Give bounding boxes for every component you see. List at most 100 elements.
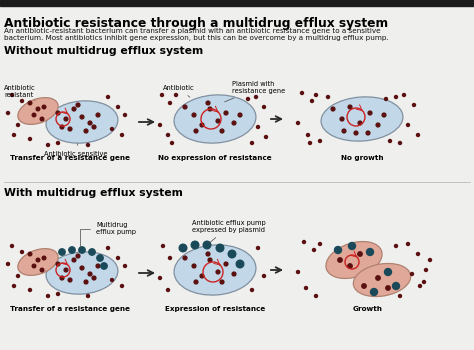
Circle shape	[88, 121, 92, 125]
Circle shape	[96, 113, 100, 117]
Circle shape	[60, 125, 64, 129]
Circle shape	[17, 274, 19, 278]
Circle shape	[191, 241, 199, 249]
Circle shape	[386, 286, 390, 290]
Ellipse shape	[46, 252, 118, 294]
Circle shape	[407, 124, 410, 126]
Circle shape	[28, 138, 31, 140]
Text: Growth: Growth	[353, 306, 383, 312]
Circle shape	[183, 256, 187, 260]
Circle shape	[107, 246, 109, 250]
Ellipse shape	[321, 97, 403, 141]
Circle shape	[354, 131, 358, 135]
Circle shape	[250, 288, 254, 292]
Text: No growth: No growth	[341, 155, 383, 161]
Circle shape	[124, 265, 127, 267]
Circle shape	[256, 126, 259, 128]
Circle shape	[166, 133, 170, 136]
Ellipse shape	[326, 241, 382, 279]
Circle shape	[220, 280, 224, 284]
Circle shape	[301, 91, 303, 95]
Circle shape	[338, 258, 342, 262]
Circle shape	[263, 105, 265, 108]
Text: Multidrug
efflux pump: Multidrug efflux pump	[80, 222, 136, 247]
Circle shape	[331, 107, 335, 111]
Circle shape	[32, 264, 36, 268]
Circle shape	[76, 103, 80, 107]
Circle shape	[342, 129, 346, 133]
Circle shape	[319, 243, 321, 245]
Circle shape	[366, 131, 370, 135]
Circle shape	[382, 113, 386, 117]
Circle shape	[366, 248, 374, 256]
Circle shape	[206, 252, 210, 256]
Circle shape	[368, 111, 372, 115]
Circle shape	[84, 280, 88, 284]
Circle shape	[36, 258, 40, 262]
Circle shape	[89, 249, 95, 255]
Circle shape	[68, 127, 72, 131]
Circle shape	[407, 243, 410, 245]
Circle shape	[101, 263, 107, 269]
Circle shape	[297, 271, 300, 273]
Circle shape	[92, 125, 96, 129]
Circle shape	[236, 260, 244, 268]
Text: No expression of resistance: No expression of resistance	[158, 155, 272, 161]
Circle shape	[194, 280, 198, 284]
Circle shape	[80, 266, 84, 270]
Text: Expression of resistance: Expression of resistance	[165, 306, 265, 312]
Circle shape	[310, 99, 313, 103]
Circle shape	[216, 119, 220, 123]
Circle shape	[7, 262, 9, 266]
Circle shape	[238, 113, 242, 117]
Circle shape	[56, 111, 60, 115]
Circle shape	[417, 252, 419, 256]
Circle shape	[327, 96, 329, 98]
Circle shape	[117, 257, 119, 259]
Text: Transfer of a resistance gene: Transfer of a resistance gene	[10, 306, 130, 312]
Circle shape	[42, 105, 46, 109]
Circle shape	[220, 129, 224, 133]
Circle shape	[309, 141, 311, 145]
Circle shape	[410, 273, 413, 275]
Circle shape	[168, 257, 172, 259]
Circle shape	[419, 285, 421, 287]
Circle shape	[319, 140, 321, 142]
Circle shape	[263, 274, 265, 278]
Ellipse shape	[174, 95, 256, 143]
Circle shape	[340, 117, 344, 121]
Circle shape	[304, 287, 308, 289]
Circle shape	[179, 244, 187, 252]
Circle shape	[192, 264, 196, 268]
Circle shape	[117, 105, 119, 108]
Text: bacterium. Most antibiotics inhibit gene expression, but this can be overcome by: bacterium. Most antibiotics inhibit gene…	[4, 35, 389, 41]
Circle shape	[335, 246, 341, 253]
Circle shape	[302, 240, 306, 244]
Circle shape	[28, 101, 32, 105]
Circle shape	[20, 251, 24, 253]
Circle shape	[399, 294, 401, 297]
Circle shape	[69, 247, 75, 253]
Circle shape	[68, 278, 72, 282]
Circle shape	[171, 141, 173, 145]
Circle shape	[168, 102, 172, 105]
Circle shape	[56, 262, 60, 266]
Text: Antibiotic: Antibiotic	[163, 85, 195, 97]
Text: With multidrug efflux system: With multidrug efflux system	[4, 188, 183, 198]
Text: Antibiotic resistance through a multidrug efflux system: Antibiotic resistance through a multidru…	[4, 17, 388, 30]
Circle shape	[120, 133, 124, 136]
Circle shape	[362, 284, 366, 288]
Circle shape	[228, 250, 236, 258]
Circle shape	[107, 96, 109, 98]
Text: Without multidrug efflux system: Without multidrug efflux system	[4, 46, 203, 56]
Circle shape	[264, 135, 267, 139]
Circle shape	[20, 99, 24, 103]
Circle shape	[428, 259, 431, 261]
Circle shape	[92, 276, 96, 280]
Circle shape	[399, 141, 401, 145]
Circle shape	[84, 129, 88, 133]
Circle shape	[10, 245, 13, 247]
Circle shape	[86, 294, 90, 297]
Circle shape	[86, 144, 90, 147]
Ellipse shape	[174, 245, 256, 295]
